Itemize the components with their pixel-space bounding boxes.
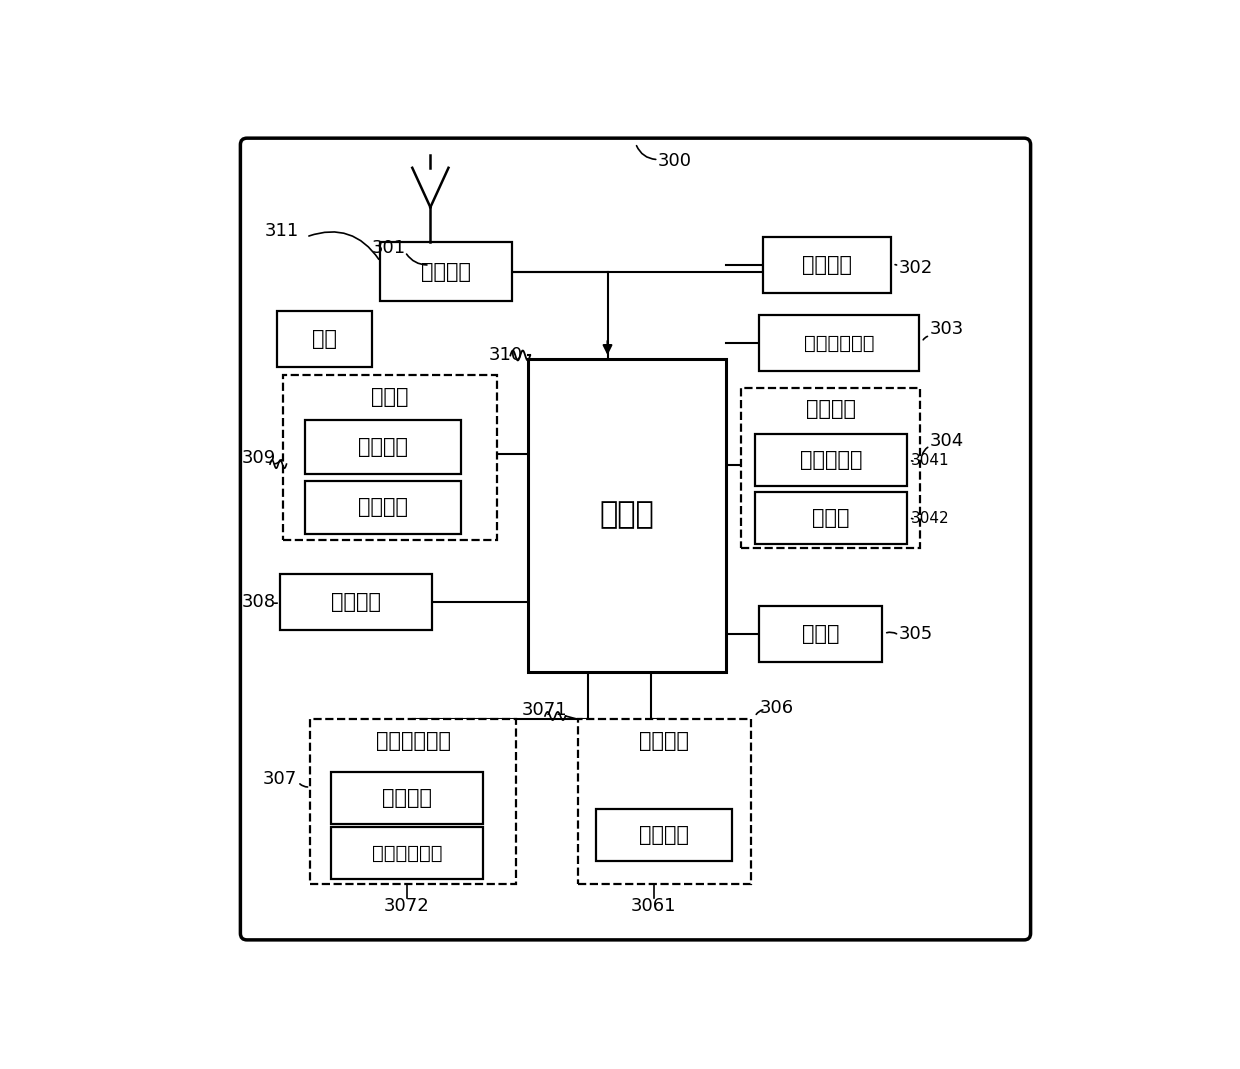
Bar <box>310 719 516 884</box>
Text: 306: 306 <box>760 699 794 716</box>
Text: 用户输入单元: 用户输入单元 <box>376 731 451 750</box>
Text: 射频单元: 射频单元 <box>422 262 471 281</box>
Text: 308: 308 <box>242 593 275 611</box>
Text: 存储器: 存储器 <box>372 387 409 406</box>
Text: 3041: 3041 <box>911 453 950 468</box>
Bar <box>305 481 461 534</box>
Text: 301: 301 <box>372 238 405 257</box>
Bar <box>278 311 372 367</box>
Text: 其他输入设备: 其他输入设备 <box>372 843 443 863</box>
Bar <box>759 315 920 371</box>
Text: 操作系统: 操作系统 <box>358 497 408 517</box>
Bar <box>283 375 497 540</box>
Text: 3071: 3071 <box>522 701 568 719</box>
Bar <box>763 237 890 293</box>
Bar <box>755 492 908 544</box>
Text: 应用程序: 应用程序 <box>358 437 408 458</box>
Bar <box>305 420 461 474</box>
Text: 网络模块: 网络模块 <box>802 254 852 275</box>
Bar <box>381 242 512 301</box>
Text: 接口单元: 接口单元 <box>331 592 381 613</box>
Bar <box>528 359 727 671</box>
Text: 3061: 3061 <box>631 897 676 915</box>
Bar <box>578 719 750 884</box>
Bar <box>755 434 908 486</box>
Text: 309: 309 <box>242 449 275 466</box>
Text: 302: 302 <box>898 259 932 277</box>
Text: 303: 303 <box>930 320 963 338</box>
Text: 显示单元: 显示单元 <box>640 731 689 750</box>
Text: 传感器: 传感器 <box>802 623 839 644</box>
Text: 3042: 3042 <box>911 511 950 526</box>
Bar <box>331 772 484 824</box>
Text: 显示面板: 显示面板 <box>639 825 689 845</box>
Text: 3072: 3072 <box>384 897 429 915</box>
Bar <box>740 388 920 548</box>
Text: 304: 304 <box>930 432 963 450</box>
Text: 麦克风: 麦克风 <box>812 508 849 528</box>
Text: 电源: 电源 <box>312 329 337 348</box>
Bar <box>596 809 732 861</box>
Bar <box>331 827 484 879</box>
Text: 触控面板: 触控面板 <box>382 788 432 808</box>
Text: 310: 310 <box>489 346 522 365</box>
Text: 305: 305 <box>898 624 932 642</box>
Text: 处理器: 处理器 <box>600 500 655 529</box>
FancyBboxPatch shape <box>241 138 1030 940</box>
Text: 音频输出单元: 音频输出单元 <box>804 334 874 353</box>
Bar <box>280 574 433 631</box>
Text: 300: 300 <box>658 152 692 170</box>
Text: 307: 307 <box>263 770 298 788</box>
Text: 输入单元: 输入单元 <box>806 399 856 419</box>
Text: 图形处理器: 图形处理器 <box>800 450 862 470</box>
Text: 311: 311 <box>264 222 299 241</box>
Bar <box>759 606 883 662</box>
